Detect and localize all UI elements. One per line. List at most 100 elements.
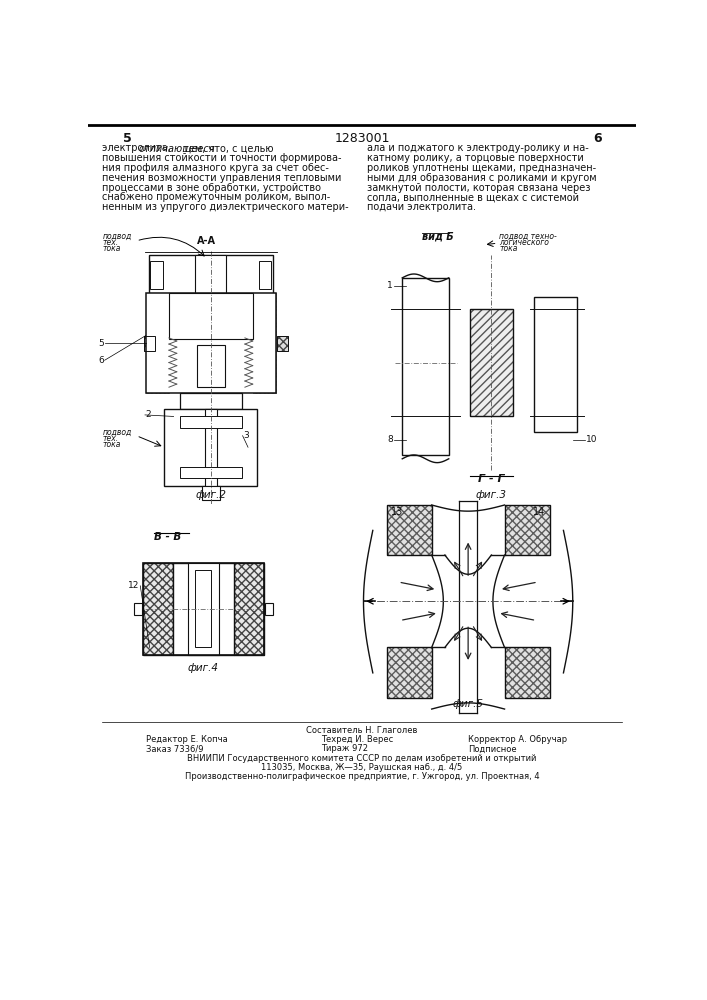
Text: 1283001: 1283001 (334, 132, 390, 145)
Bar (169, 293, 252, 339)
Bar (233, 393, 242, 409)
Text: сопла, выполненные в щеках с системой: сопла, выполненные в щеках с системой (368, 192, 579, 202)
Text: подвод: подвод (103, 428, 132, 437)
Bar (259, 261, 271, 289)
Bar (197, 345, 225, 387)
Bar (469, 309, 513, 416)
Bar (201, 486, 209, 500)
Text: Заказ 7336/9: Заказ 7336/9 (146, 744, 204, 753)
Bar (277, 336, 288, 351)
Text: катному ролику, а торцовые поверхности: катному ролику, а торцовые поверхности (368, 153, 584, 163)
Text: 3: 3 (243, 431, 249, 440)
Bar (151, 261, 163, 289)
Text: ВНИИПИ Государственного комитета СССР по делам изобретений и открытий: ВНИИПИ Государственного комитета СССР по… (187, 754, 537, 763)
Text: тока: тока (103, 440, 121, 449)
Bar (144, 563, 173, 655)
Bar (134, 603, 142, 615)
Text: снабжено промежуточным роликом, выпол-: снабжено промежуточным роликом, выпол- (103, 192, 331, 202)
Text: тока: тока (103, 244, 121, 253)
Bar (505, 647, 549, 698)
Bar (164, 409, 257, 486)
Bar (180, 416, 242, 428)
Bar (146, 293, 276, 393)
Bar (234, 563, 264, 655)
Text: 5: 5 (98, 339, 104, 348)
Bar (252, 293, 276, 393)
Text: Редактор Е. Копча: Редактор Е. Копча (146, 735, 228, 744)
Bar (204, 409, 217, 486)
Bar (212, 486, 220, 500)
Bar (173, 563, 234, 655)
Text: 13: 13 (391, 507, 403, 517)
Text: ными для образования с роликами и кругом: ными для образования с роликами и кругом (368, 173, 597, 183)
Bar (201, 486, 220, 500)
Text: Тираж 972: Тираж 972 (321, 744, 368, 753)
Text: 6: 6 (98, 356, 104, 365)
Text: 8: 8 (387, 435, 393, 444)
Text: процессами в зоне обработки, устройство: процессами в зоне обработки, устройство (103, 183, 321, 193)
Bar (144, 563, 173, 655)
Text: замкнутой полости, которая связана через: замкнутой полости, которая связана через (368, 183, 591, 193)
Text: электролита,: электролита, (103, 143, 175, 153)
Bar (387, 505, 432, 555)
Bar (469, 309, 513, 416)
Text: ненным из упругого диэлектрического матери-: ненным из упругого диэлектрического мате… (103, 202, 349, 212)
Bar (144, 336, 155, 351)
Bar (197, 345, 225, 387)
Text: 6: 6 (593, 132, 602, 145)
Text: фиг.3: фиг.3 (476, 490, 507, 500)
Text: Корректор А. Обручар: Корректор А. Обручар (468, 735, 567, 744)
Bar (146, 293, 169, 393)
Bar (195, 255, 226, 295)
Text: 1: 1 (387, 281, 393, 290)
Bar (180, 393, 242, 409)
Bar (195, 570, 211, 647)
Text: 12: 12 (128, 581, 139, 590)
Bar (144, 563, 264, 655)
Text: B - B: B - B (154, 532, 182, 542)
Bar (387, 505, 432, 555)
Text: повышения стойкости и точности формирова-: повышения стойкости и точности формирова… (103, 153, 341, 163)
Bar (149, 255, 273, 295)
Text: логического: логического (499, 238, 549, 247)
Bar (248, 255, 273, 295)
Text: подачи электролита.: подачи электролита. (368, 202, 477, 212)
Bar (223, 416, 242, 478)
Text: подвод: подвод (103, 232, 132, 241)
Text: 10: 10 (586, 435, 597, 444)
Text: роликов уплотнены щеками, предназначен-: роликов уплотнены щеками, предназначен- (368, 163, 597, 173)
Text: Г - Г: Г - Г (478, 474, 505, 484)
Text: тех.: тех. (103, 434, 119, 443)
Bar (265, 603, 273, 615)
Bar (180, 467, 242, 478)
Bar (387, 647, 432, 698)
Text: тока: тока (499, 244, 518, 253)
Text: A-A: A-A (197, 236, 216, 246)
Bar (402, 278, 449, 455)
Text: отличающееся: отличающееся (139, 143, 216, 153)
Text: Составитель Н. Глаголев: Составитель Н. Глаголев (306, 726, 418, 735)
Bar (151, 261, 163, 289)
Bar (234, 563, 264, 655)
Bar (187, 563, 218, 655)
Text: подвод техно-: подвод техно- (499, 232, 557, 241)
Text: ала и поджатого к электроду-ролику и на-: ала и поджатого к электроду-ролику и на- (368, 143, 589, 153)
Text: Подписное: Подписное (468, 744, 517, 753)
Bar (505, 505, 549, 555)
Bar (371, 501, 565, 701)
Bar (277, 336, 288, 351)
Bar (144, 336, 155, 351)
Bar (534, 297, 577, 432)
Bar (149, 255, 174, 295)
Text: фиг.2: фиг.2 (195, 490, 226, 500)
Text: 5: 5 (123, 132, 132, 145)
Text: фиг.5: фиг.5 (452, 699, 484, 709)
Ellipse shape (195, 302, 226, 318)
Bar (259, 261, 271, 289)
Text: фиг.4: фиг.4 (187, 663, 218, 673)
Bar (505, 505, 549, 555)
Text: 113035, Москва, Ж—35, Раушская наб., д. 4/5: 113035, Москва, Ж—35, Раушская наб., д. … (262, 763, 462, 772)
Bar (505, 647, 549, 698)
Text: Производственно-полиграфическое предприятие, г. Ужгород, ул. Проектная, 4: Производственно-полиграфическое предприя… (185, 772, 539, 781)
Bar (387, 647, 432, 698)
